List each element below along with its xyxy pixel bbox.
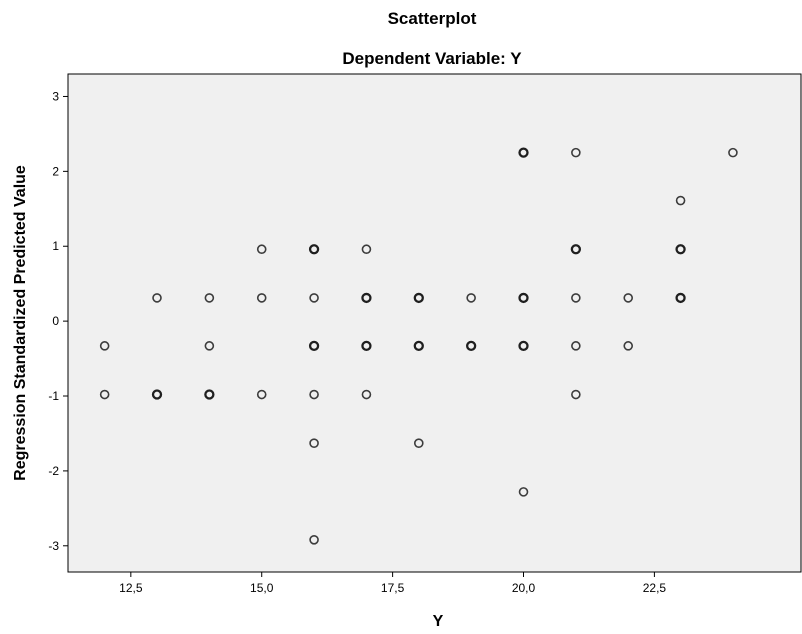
y-tick-label: 3 xyxy=(52,89,59,103)
x-tick-label: 17,5 xyxy=(381,581,405,595)
plot-area xyxy=(67,73,802,573)
data-point xyxy=(204,389,215,400)
chart-subtitle: Dependent Variable: Y xyxy=(342,49,522,68)
y-tick-label: -1 xyxy=(48,389,59,403)
data-point xyxy=(675,195,686,206)
data-point xyxy=(361,244,372,255)
data-point xyxy=(571,147,581,158)
data-point xyxy=(204,341,215,351)
x-tick-label: 22,5 xyxy=(643,581,667,595)
data-points xyxy=(99,147,738,545)
y-tick-label: -2 xyxy=(48,464,59,478)
data-point xyxy=(361,389,372,400)
data-point xyxy=(309,534,319,545)
data-point xyxy=(413,340,424,351)
chart-title: Scatterplot xyxy=(388,9,477,28)
data-point xyxy=(413,438,424,448)
data-point xyxy=(728,147,738,158)
data-point xyxy=(256,244,267,255)
data-point xyxy=(518,292,529,304)
y-axis: -3 -2 -1 0 1 2 3 xyxy=(48,89,68,553)
data-point xyxy=(623,293,634,303)
data-point xyxy=(256,293,267,303)
y-tick-label: 2 xyxy=(52,164,59,178)
y-tick-label: 1 xyxy=(52,239,59,253)
data-point xyxy=(571,341,581,351)
data-point xyxy=(465,340,477,351)
data-point xyxy=(571,293,581,303)
data-point xyxy=(413,292,424,304)
data-point xyxy=(675,244,686,255)
data-point xyxy=(518,487,529,497)
data-point xyxy=(571,389,581,400)
y-axis-title: Regression Standardized Predicted Value xyxy=(12,165,29,481)
x-axis-title: Y xyxy=(433,613,444,630)
x-tick-label: 15,0 xyxy=(250,581,274,595)
x-tick-label: 12,5 xyxy=(119,581,143,595)
data-point xyxy=(361,340,372,351)
data-point xyxy=(99,389,110,400)
data-point xyxy=(204,293,215,303)
data-point xyxy=(309,389,319,400)
data-point xyxy=(152,293,162,303)
x-axis: 12,5 15,0 17,5 20,0 22,5 xyxy=(119,572,666,595)
y-tick-label: 0 xyxy=(52,314,59,328)
x-tick-label: 20,0 xyxy=(512,581,536,595)
data-point xyxy=(518,147,529,158)
data-point xyxy=(151,389,163,400)
data-point xyxy=(99,341,110,351)
data-point xyxy=(518,340,529,351)
data-point xyxy=(361,292,372,304)
data-point xyxy=(623,341,634,351)
data-point xyxy=(309,293,319,303)
data-point xyxy=(466,293,476,303)
data-point xyxy=(256,389,267,400)
y-tick-label: -3 xyxy=(48,539,59,553)
data-point xyxy=(570,244,582,255)
data-point xyxy=(308,340,320,351)
data-point xyxy=(675,292,686,304)
data-point xyxy=(308,244,320,255)
data-point xyxy=(309,438,319,448)
